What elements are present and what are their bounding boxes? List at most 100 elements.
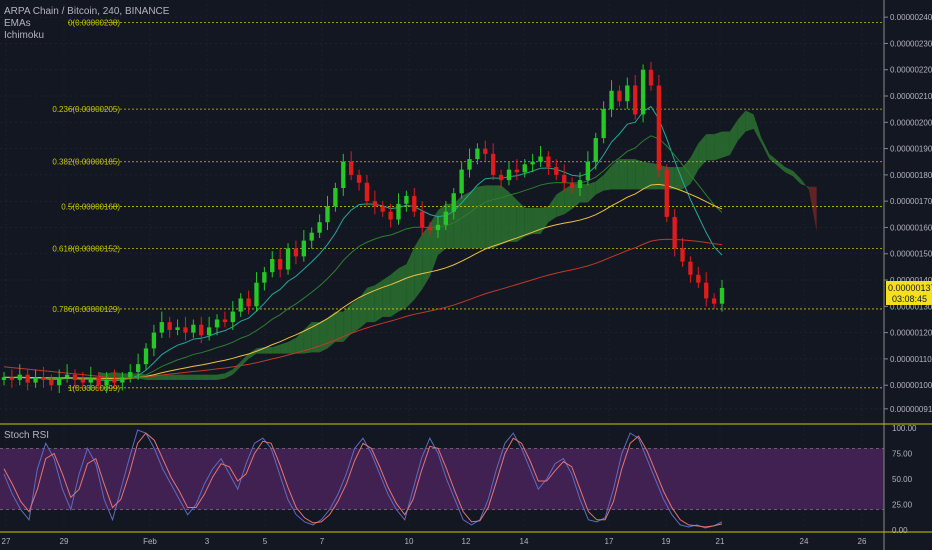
candle-body <box>459 169 464 194</box>
candle-body <box>333 188 338 207</box>
candle-body <box>593 138 598 162</box>
cloud-segment <box>217 373 225 380</box>
candle-body <box>159 322 164 333</box>
cloud-segment <box>295 329 304 354</box>
cloud-segment <box>611 159 620 190</box>
candle-body <box>498 174 504 181</box>
candle-body <box>285 248 291 270</box>
candle-body <box>143 348 149 365</box>
candle-body <box>404 195 409 204</box>
candle-body <box>475 148 480 160</box>
x-tick-label: 24 <box>800 537 809 546</box>
legend-ichimoku[interactable]: Ichimoku <box>4 30 45 41</box>
candle-body <box>341 161 346 189</box>
cloud-segment <box>264 347 273 354</box>
candle-body <box>49 379 54 386</box>
candle-body <box>9 377 15 380</box>
cloud-segment <box>769 153 778 166</box>
cloud-segment <box>516 199 525 242</box>
cloud-segment <box>501 185 509 245</box>
stoch-y-label: 50.00 <box>892 475 913 484</box>
candle-body <box>80 379 86 383</box>
candle-body <box>167 322 172 330</box>
x-tick-label: 12 <box>462 537 471 546</box>
candle-body <box>672 216 677 249</box>
cloud-segment <box>690 143 699 185</box>
candle-body <box>222 319 228 323</box>
candle-body <box>640 69 646 115</box>
cloud-segment <box>793 170 801 185</box>
candle-body <box>64 374 70 378</box>
cloud-segment <box>343 303 352 342</box>
cloud-segment <box>248 348 257 359</box>
cloud-segment <box>619 159 628 190</box>
cloud-segment <box>722 131 730 158</box>
candle-body <box>625 85 630 102</box>
cloud-segment <box>390 268 399 317</box>
cloud-segment <box>556 189 565 217</box>
candle-body <box>348 161 354 175</box>
candle-body <box>41 377 46 380</box>
cloud-segment <box>729 119 738 156</box>
cloud-segment <box>595 174 604 195</box>
cloud-segment <box>635 159 644 190</box>
cloud-segment <box>114 372 123 379</box>
cloud-segment <box>627 159 636 190</box>
candle-body <box>1 377 7 380</box>
candle-body <box>17 374 22 380</box>
stoch-rsi-title[interactable]: Stoch RSI <box>4 430 50 441</box>
x-tick-label: 26 <box>858 537 867 546</box>
cloud-segment <box>548 194 557 223</box>
candle-body <box>120 377 125 383</box>
cloud-segment <box>161 374 170 380</box>
cloud-segment <box>785 166 794 177</box>
cloud-segment <box>674 166 683 190</box>
candle-body <box>151 332 157 349</box>
candle-body <box>262 272 267 283</box>
cloud-segment <box>232 361 241 375</box>
candle-body <box>388 211 393 220</box>
candle-body <box>364 182 370 202</box>
y-tick-label: 0.00000140 <box>890 276 932 285</box>
candle-body <box>128 372 133 378</box>
y-tick-label: 0.00000150 <box>890 250 932 259</box>
candle-body <box>199 324 204 336</box>
candle-body <box>435 224 441 231</box>
y-tick-label: 0.00000170 <box>890 197 932 206</box>
candle-body <box>214 319 220 328</box>
y-tick-label: 0.00000190 <box>890 145 932 154</box>
candle-body <box>72 374 78 380</box>
candle-body <box>309 232 314 241</box>
candle-body <box>112 379 117 383</box>
y-tick-label: 0.00000240 <box>890 13 932 22</box>
legend-symbol[interactable]: ARPA Chain / Bitcoin, 240, BINANCE <box>4 6 170 17</box>
cloud-segment <box>374 280 383 323</box>
candle-body <box>206 327 212 336</box>
candle-body <box>491 153 496 175</box>
candle-body <box>96 377 101 386</box>
y-tick-label: 0.00000100 <box>890 381 932 390</box>
candle-body <box>325 206 330 223</box>
candle-body <box>277 259 283 270</box>
stoch-y-label: 100.00 <box>892 424 917 433</box>
candle-body <box>191 324 196 333</box>
candle-body <box>246 298 251 307</box>
cloud-segment <box>272 344 281 354</box>
candle-body <box>688 261 693 275</box>
candle-body <box>514 169 520 173</box>
candle-body <box>254 282 259 307</box>
cloud-segment <box>643 161 651 190</box>
legend-emas[interactable]: EMAs <box>4 18 31 29</box>
cloud-segment <box>777 160 786 173</box>
candle-body <box>88 377 93 383</box>
fib-label: 1(0.00000099) <box>68 384 120 393</box>
x-tick-label: 14 <box>520 537 529 546</box>
cloud-segment <box>587 181 596 203</box>
candle-body <box>412 195 417 212</box>
x-tick-label: 27 <box>2 537 11 546</box>
candle-body <box>420 211 425 228</box>
cloud-segment <box>603 165 612 191</box>
candle-body <box>356 174 362 183</box>
cloud-segment <box>540 206 549 235</box>
cloud-segment <box>366 285 375 323</box>
